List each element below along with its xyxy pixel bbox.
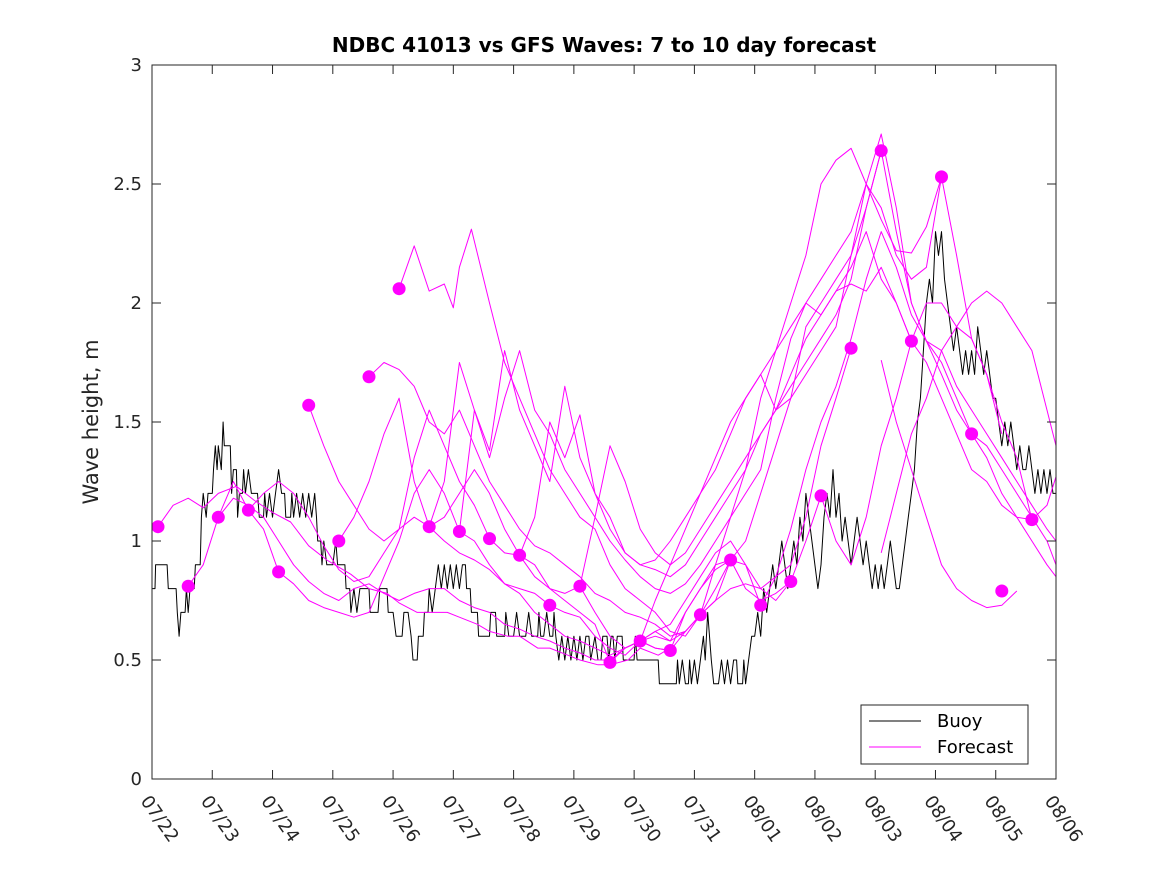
forecast-run-line-15 (760, 231, 1057, 606)
y-tick-label: 2 (131, 293, 142, 314)
y-tick-label: 0.5 (113, 650, 142, 671)
forecast-run-line-16 (820, 340, 1057, 566)
y-tick-label: 2.5 (113, 174, 142, 195)
forecast-run-line-10 (458, 147, 942, 578)
forecast-marker-15 (573, 579, 587, 593)
legend-buoy-label: Buoy (937, 711, 983, 732)
forecast-marker-9 (392, 282, 406, 296)
legend-forecast-label: Forecast (937, 737, 1013, 758)
forecast-marker-18 (663, 644, 677, 657)
forecast-run-line-18 (880, 359, 1018, 609)
forecast-run-line-2 (187, 497, 701, 661)
forecast-marker-16 (603, 655, 617, 669)
forecast-marker-2 (181, 579, 195, 593)
forecast-marker-17 (633, 634, 647, 648)
forecast-run-line-4 (248, 469, 762, 656)
forecast-marker-8 (362, 370, 376, 384)
forecast-marker-5 (272, 565, 286, 579)
y-tick-label: 0 (131, 769, 142, 790)
legend: Buoy Forecast (860, 704, 1029, 765)
forecast-run-line-14 (699, 133, 1057, 615)
y-tick-label: 1.5 (113, 412, 142, 433)
plot-area (152, 65, 1056, 779)
forecast-marker-30 (1025, 513, 1039, 527)
forecast-run-line-8 (398, 150, 882, 637)
forecast-marker-21 (754, 598, 768, 612)
y-axis: 0 0.5 1 1.5 2 2.5 3 (113, 55, 1056, 790)
forecast-marker-14 (543, 598, 557, 612)
forecast-marker-23 (814, 489, 828, 503)
forecast-run-line-13 (639, 150, 1057, 642)
forecast-marker-27 (935, 170, 948, 184)
forecast-marker-7 (332, 534, 346, 548)
forecast-marker-13 (513, 548, 527, 562)
forecast-marker-26 (904, 334, 918, 348)
forecast-markers (151, 144, 1039, 669)
y-axis-label: Wave height, m (79, 339, 103, 504)
forecast-marker-28 (965, 427, 979, 441)
chart-title: NDBC 41013 vs GFS Waves: 7 to 10 day for… (332, 33, 877, 57)
forecast-marker-24 (844, 341, 858, 355)
forecast-marker-1 (151, 520, 165, 534)
forecast-run-line-17 (880, 290, 1057, 554)
forecast-marker-22 (784, 575, 798, 588)
forecast-marker-4 (241, 503, 255, 517)
forecast-marker-29 (995, 584, 1009, 598)
forecast-run-line-1 (157, 485, 671, 666)
forecast-marker-25 (874, 144, 888, 158)
forecast-marker-10 (422, 520, 436, 534)
forecast-run-line-7 (368, 348, 852, 637)
legend-box (860, 704, 1029, 765)
forecast-marker-20 (724, 553, 738, 567)
forecast-marker-12 (483, 532, 496, 546)
y-tick-label: 1 (131, 531, 142, 552)
forecast-series (157, 133, 1057, 666)
forecast-marker-3 (211, 510, 225, 524)
forecast-marker-11 (452, 525, 466, 538)
forecast-marker-19 (693, 608, 707, 622)
forecast-marker-6 (302, 398, 316, 412)
y-tick-label: 3 (131, 55, 142, 76)
